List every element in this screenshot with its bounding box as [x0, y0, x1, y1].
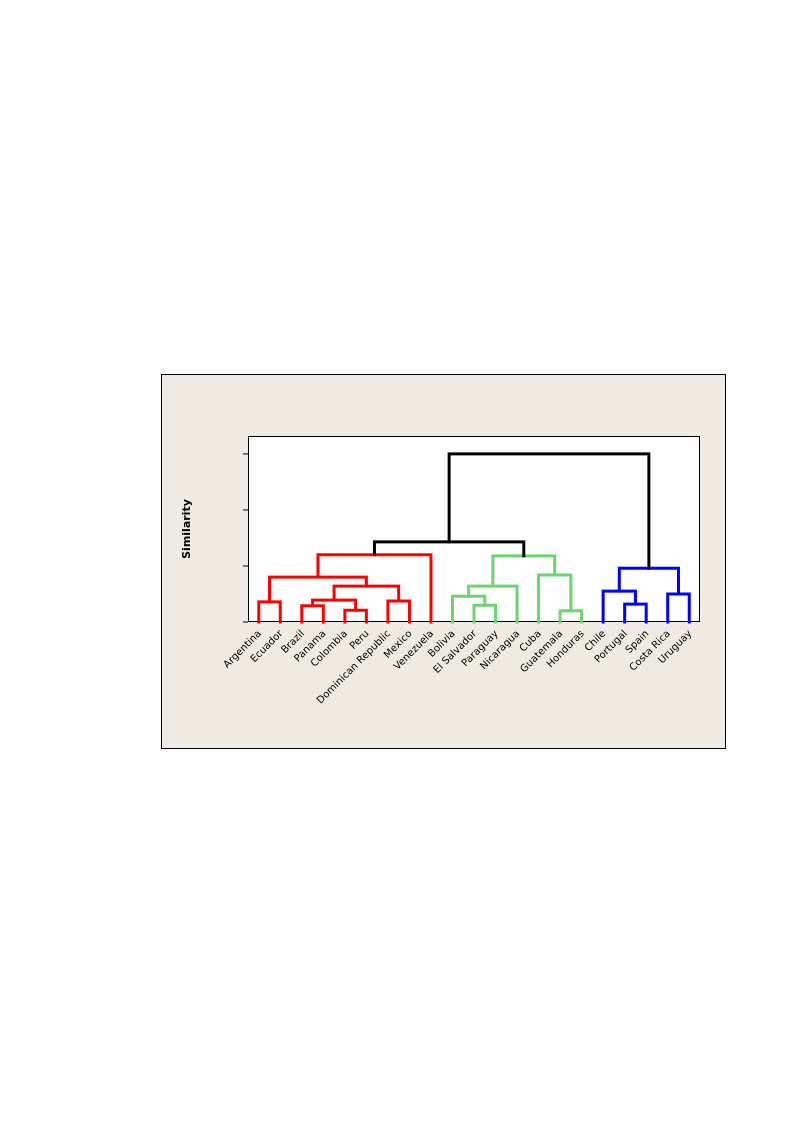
- y-axis-label: Similarity: [180, 499, 193, 559]
- dendrogram-link: [447, 452, 651, 570]
- plot-area: [248, 436, 700, 622]
